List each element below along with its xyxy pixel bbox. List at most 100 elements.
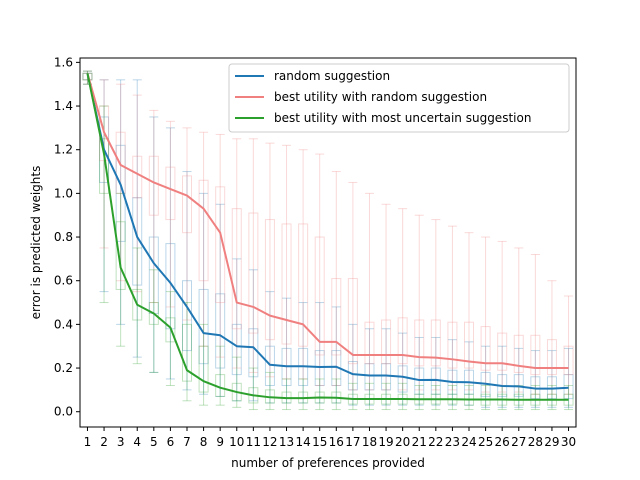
plot-area (82, 70, 574, 411)
box (563, 345, 574, 376)
box (314, 236, 325, 356)
box (181, 175, 192, 234)
box (546, 339, 557, 376)
legend-label: best utility with random suggestion (274, 90, 487, 104)
box (414, 367, 425, 395)
box (364, 321, 375, 365)
box (414, 319, 425, 367)
x-tick-label: 2 (100, 435, 108, 449)
box (264, 219, 275, 341)
x-tick-label: 22 (428, 435, 443, 449)
box (464, 321, 475, 369)
y-axis-label: error is predicted weights (29, 166, 43, 320)
y-tick-label: 0.8 (54, 230, 73, 244)
box (248, 212, 259, 334)
x-tick-label: 21 (412, 435, 427, 449)
box (231, 208, 242, 330)
y-tick-label: 0.0 (54, 405, 73, 419)
y-tick-label: 1.6 (54, 55, 73, 69)
x-tick-label: 7 (183, 435, 191, 449)
box (115, 144, 126, 242)
x-tick-label: 5 (150, 435, 158, 449)
x-tick-label: 27 (511, 435, 526, 449)
x-tick-label: 18 (362, 435, 377, 449)
box (530, 334, 541, 376)
box (480, 326, 491, 371)
box (132, 288, 143, 321)
x-tick-label: 20 (395, 435, 410, 449)
box (397, 317, 408, 365)
x-tick-label: 24 (461, 435, 476, 449)
x-tick-label: 8 (200, 435, 208, 449)
box (215, 186, 226, 304)
box (115, 131, 126, 194)
box (99, 116, 110, 183)
x-tick-label: 3 (117, 435, 125, 449)
legend-box (228, 63, 570, 133)
y-tick-label: 0.6 (54, 274, 73, 288)
box (165, 166, 176, 221)
y-axis: 0.0 0.2 0.4 0.6 0.8 1.0 1.2 1.4 1.6 (54, 55, 80, 419)
x-tick-label: 28 (528, 435, 543, 449)
x-axis-label: number of preferences provided (231, 456, 425, 470)
x-tick-label: 12 (262, 435, 277, 449)
x-tick-label: 23 (445, 435, 460, 449)
box (563, 374, 574, 400)
box (115, 221, 126, 290)
y-tick-label: 0.2 (54, 361, 73, 375)
box (198, 345, 209, 393)
x-tick-label: 17 (345, 435, 360, 449)
y-tick-label: 1.0 (54, 186, 73, 200)
y-tick-label: 0.4 (54, 317, 73, 331)
x-tick-label: 16 (329, 435, 344, 449)
legend-label: random suggestion (274, 69, 390, 83)
box (165, 317, 176, 343)
box (497, 332, 508, 371)
box (364, 363, 375, 391)
series-line-2 (86, 73, 569, 370)
x-tick-label: 13 (279, 435, 294, 449)
series-line-1 (86, 73, 569, 390)
box (99, 138, 110, 194)
x-tick-label: 6 (167, 435, 175, 449)
x-tick-label: 1 (84, 435, 92, 449)
x-tick-label: 10 (229, 435, 244, 449)
boxplot-group-1 (82, 70, 574, 408)
x-axis: 1 2 3 4 5 6 7 8 9 10 11 12 13 14 15 16 17 18 19 20 21 22 23 24 2… (84, 427, 576, 449)
box (381, 319, 392, 365)
x-tick-label: 15 (312, 435, 327, 449)
box (331, 278, 342, 356)
box (347, 278, 358, 365)
box (132, 197, 143, 286)
x-tick-label: 26 (495, 435, 510, 449)
x-tick-label: 11 (246, 435, 261, 449)
legend: random suggestion best utility with rando… (228, 63, 570, 133)
x-tick-label: 9 (216, 435, 224, 449)
box (231, 323, 242, 376)
box (198, 179, 209, 282)
box (215, 293, 226, 369)
series-line-3 (86, 73, 569, 401)
x-tick-label: 14 (295, 435, 310, 449)
box (298, 223, 309, 347)
box (347, 360, 358, 391)
box (148, 302, 159, 325)
box (447, 321, 458, 369)
box (181, 323, 192, 382)
box (314, 350, 325, 387)
axes-frame (79, 57, 577, 428)
legend-label: best utility with most uncertain suggest… (274, 111, 531, 125)
x-tick-label: 19 (378, 435, 393, 449)
x-tick-label: 29 (544, 435, 559, 449)
x-tick-label: 30 (561, 435, 576, 449)
box (148, 155, 159, 216)
y-tick-label: 1.4 (54, 99, 73, 113)
box (281, 223, 292, 345)
y-tick-label: 1.2 (54, 143, 73, 157)
box (397, 365, 408, 393)
x-tick-label: 25 (478, 435, 493, 449)
x-tick-label: 4 (133, 435, 141, 449)
box (513, 334, 524, 373)
box (430, 319, 441, 367)
